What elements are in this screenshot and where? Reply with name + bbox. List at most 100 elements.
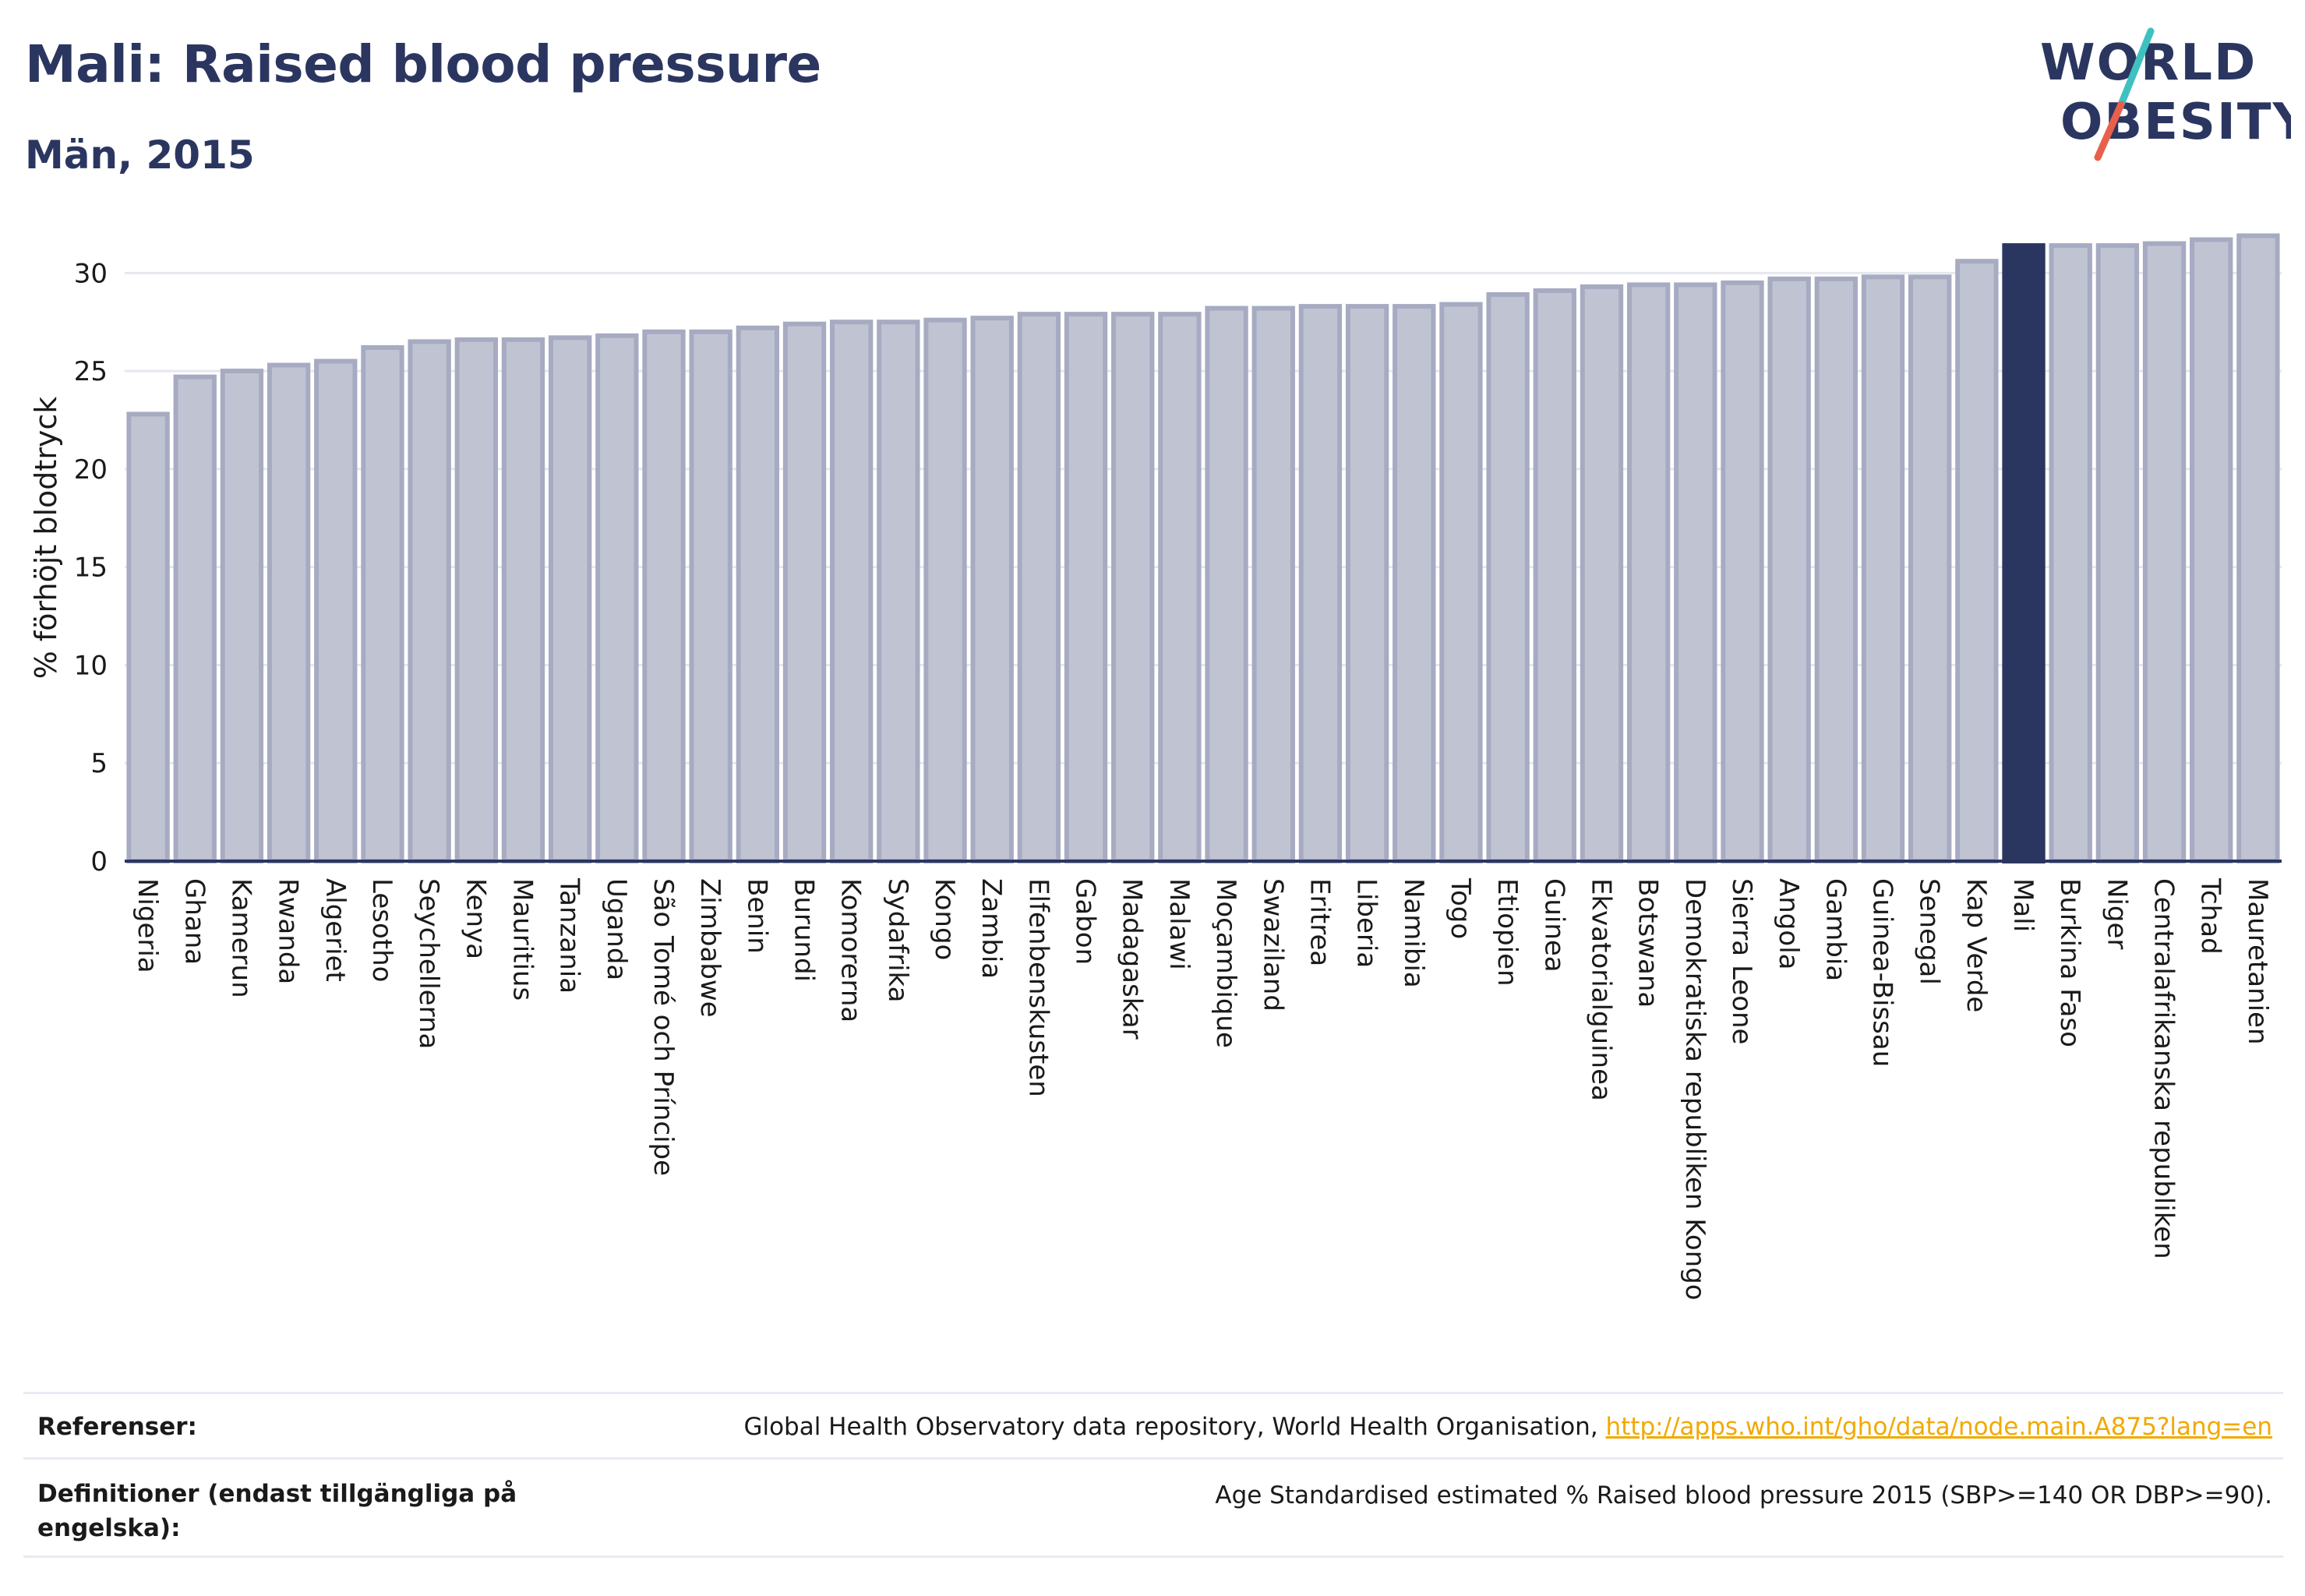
y-tick-label: 5 — [90, 748, 108, 779]
x-tick-label: Liberia — [1351, 878, 1382, 968]
bar — [408, 339, 451, 863]
bar — [1205, 305, 1248, 863]
x-tick-label: Moçambique — [1210, 878, 1241, 1048]
bar — [1626, 282, 1671, 863]
references-text: Global Health Observatory data repositor… — [743, 1413, 1606, 1441]
x-tick-label: Benin — [741, 878, 772, 954]
x-tick-label: Ekvatorialguinea — [1585, 878, 1616, 1101]
x-tick-label: Namibia — [1398, 878, 1429, 988]
x-tick-label: Demokratiska republiken Kongo — [1679, 878, 1710, 1301]
x-tick-label: Sierra Leone — [1726, 878, 1757, 1044]
bar — [2190, 237, 2233, 863]
references-value: Global Health Observatory data repositor… — [743, 1413, 2272, 1441]
x-tick-label: Centralafrikanska republiken — [2148, 878, 2180, 1259]
bar-chart: 0 5 10 15 20 25 30 Nigeria Ghana Kamerun Rwanda Alg… — [29, 233, 2282, 1301]
references-link[interactable]: http://apps.who.int/gho/data/node.main.A… — [1605, 1413, 2272, 1441]
bar — [1393, 304, 1436, 863]
bar — [1580, 284, 1624, 863]
x-tick-label: Mauretanien — [2242, 878, 2273, 1045]
bar — [1814, 276, 1858, 863]
bar — [1908, 274, 1952, 863]
bar — [642, 329, 686, 863]
x-tick-label: Rwanda — [273, 878, 304, 984]
bar — [126, 411, 170, 863]
bar — [877, 320, 920, 863]
logo-slash-teal — [2117, 27, 2155, 108]
bar — [1064, 312, 1108, 863]
bar — [1017, 312, 1061, 863]
x-tick-label: Madagaskar — [1117, 878, 1148, 1040]
bar — [173, 374, 217, 863]
x-tick-label: Niger — [2101, 878, 2132, 949]
x-tick-label: Botswana — [1633, 878, 1664, 1008]
bar — [1955, 259, 1999, 863]
bar — [1721, 280, 1764, 863]
footer-definitions-row: Definitioner (endast tillgängliga på eng… — [23, 1457, 2283, 1558]
y-tick-label: 30 — [74, 258, 108, 289]
bar — [267, 362, 311, 863]
x-tick-label: Mali — [2007, 878, 2038, 932]
x-tick-label: São Tomé och Príncipe — [648, 878, 679, 1176]
x-tick-label: Uganda — [601, 878, 632, 980]
page-subtitle: Män, 2015 — [25, 132, 255, 178]
y-tick-label: 10 — [74, 650, 108, 681]
logo-line-2: OBESITY — [2060, 94, 2291, 151]
bar — [548, 335, 592, 863]
x-tick-label: Seychellerna — [413, 878, 444, 1049]
bar — [1533, 288, 1576, 863]
definitions-label: Definitioner (endast tillgängliga på eng… — [37, 1480, 517, 1542]
bar — [1158, 312, 1202, 863]
bar-highlighted — [2002, 243, 2046, 863]
page-title: Mali: Raised blood pressure — [25, 34, 821, 94]
x-tick-label: Kenya — [460, 878, 491, 959]
x-tick-label: Kamerun — [225, 878, 256, 998]
x-tick-label: Togo — [1445, 877, 1476, 939]
world-obesity-logo: WORLD OBESITY — [2040, 27, 2291, 161]
x-tick-label: Guinea — [1538, 878, 1569, 973]
tick-labels: 0 5 10 15 20 25 30 Nigeria Ghana Kamerun Rwanda Alg… — [74, 258, 2273, 1300]
bar — [1767, 276, 1811, 863]
bar — [2142, 241, 2187, 863]
bar — [736, 325, 780, 863]
x-tick-label: Angola — [1773, 878, 1804, 969]
y-tick-label: 20 — [74, 454, 108, 486]
y-tick-label: 15 — [74, 553, 108, 584]
bar — [1439, 302, 1483, 863]
footer-bottom-rule — [23, 1555, 2283, 1558]
y-tick-label: 25 — [74, 356, 108, 387]
bar — [1298, 304, 1343, 863]
references-label: Referenser: — [37, 1413, 197, 1441]
bar — [923, 317, 967, 863]
x-tick-label: Etiopien — [1491, 878, 1523, 987]
x-tick-label: Swaziland — [1257, 878, 1288, 1012]
x-tick-label: Komorerna — [835, 878, 867, 1022]
x-tick-label: Guinea-Bissau — [1867, 878, 1898, 1067]
x-tick-label: Burkina Faso — [2054, 878, 2085, 1047]
bar — [2095, 243, 2140, 863]
definitions-value: Age Standardised estimated % Raised bloo… — [1215, 1481, 2272, 1509]
bar — [595, 333, 639, 863]
bar — [1345, 304, 1389, 863]
bar — [782, 321, 827, 863]
bar — [1486, 291, 1530, 863]
x-tick-label: Gabon — [1070, 878, 1101, 965]
bar — [220, 369, 264, 863]
x-tick-label: Lesotho — [366, 878, 397, 982]
footer-references-row: Referenser: Global Health Observatory da… — [23, 1392, 2283, 1460]
bar — [1674, 282, 1717, 863]
x-tick-label: Malawi — [1163, 878, 1195, 970]
bars — [126, 233, 2280, 863]
bar — [314, 358, 358, 863]
x-tick-label: Burundi — [789, 878, 820, 982]
logo-slash-coral — [2094, 101, 2125, 161]
bar — [830, 320, 874, 863]
x-tick-label: Sydafrika — [882, 878, 913, 1002]
x-tick-label: Nigeria — [132, 878, 163, 973]
bar — [1861, 274, 1905, 863]
x-tick-label: Elfenbenskusten — [1022, 878, 1054, 1097]
bar — [1111, 312, 1155, 863]
x-tick-label: Ghana — [178, 878, 210, 965]
x-tick-label: Eritrea — [1304, 878, 1335, 966]
y-tick-label: 0 — [90, 846, 108, 877]
x-tick-label: Mauritius — [507, 878, 538, 1001]
